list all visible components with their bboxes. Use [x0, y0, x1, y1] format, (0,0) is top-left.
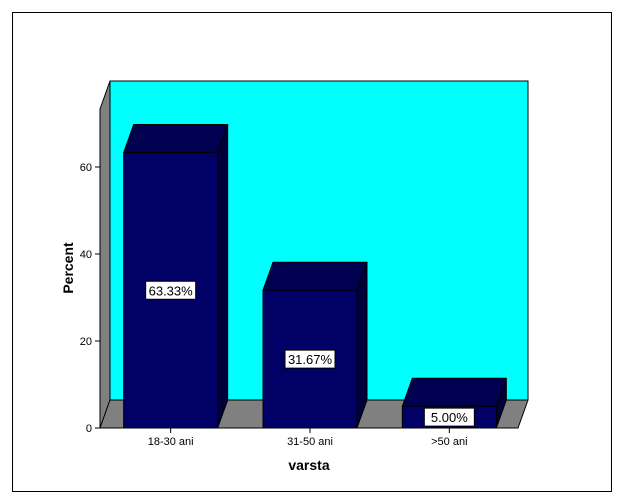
x-axis-title: varsta — [288, 457, 329, 473]
bar-1: 63.33% — [122, 124, 229, 429]
y-axis-title: Percent — [60, 242, 76, 294]
x-tick-label: 31-50 ani — [287, 436, 333, 448]
data-label: 5.00% — [431, 410, 468, 425]
data-label: 31.67% — [288, 352, 333, 367]
y-tick-label: 60 — [80, 162, 92, 174]
x-tick-label: >50 ani — [431, 436, 467, 448]
bar-top — [262, 261, 368, 291]
bar-top — [401, 377, 508, 407]
bar-side — [217, 124, 229, 429]
bars: 63.33% 31.67% 5.00% — [122, 124, 508, 429]
bar-2: 31.67% — [262, 261, 368, 429]
y-tick-label: 20 — [80, 336, 92, 348]
x-tick-label: 18-30 ani — [148, 436, 194, 448]
x-axis: 18-30 ani 31-50 ani >50 ani — [100, 427, 518, 448]
data-label: 63.33% — [149, 283, 194, 298]
y-axis: 0 20 40 60 — [80, 149, 101, 435]
data-label-box — [145, 280, 197, 300]
y-tick-label: 40 — [80, 249, 92, 261]
side-wall — [99, 80, 111, 429]
data-label-box — [284, 349, 336, 369]
data-label-box — [423, 407, 475, 427]
y-tick-label: 0 — [86, 423, 92, 435]
bar-3: 5.00% — [401, 377, 508, 429]
bar-top — [122, 124, 229, 154]
